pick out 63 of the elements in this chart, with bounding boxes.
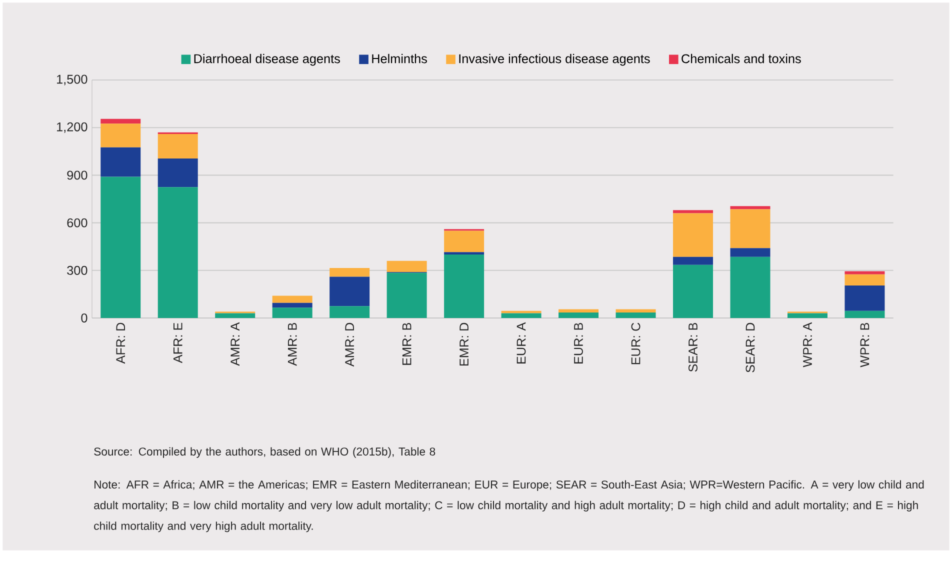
bar [330, 306, 370, 318]
x-tick-label: AFR: E [174, 322, 182, 364]
bar [215, 313, 256, 318]
bar [673, 210, 714, 214]
bar [730, 256, 770, 318]
x-tick-label: SEAR: B [688, 322, 698, 372]
bar [844, 285, 885, 311]
bar [330, 276, 370, 306]
x-tick-label: EUR: A [516, 322, 526, 364]
y-tick-label: 0 [81, 314, 88, 322]
bar [272, 296, 312, 303]
bar [444, 230, 484, 252]
source-note: Source: Compiled by the authors, based on WHO (2015b), Table 8 [94, 447, 436, 458]
legend-label: Chemicals and toxins [682, 54, 801, 64]
y-tick-label: 300 [67, 266, 88, 275]
bar [673, 213, 714, 257]
bar [730, 248, 770, 257]
bar [501, 313, 542, 318]
legend-label: Diarrhoeal disease agents [194, 54, 340, 66]
bar [386, 272, 427, 318]
bar [444, 252, 484, 255]
bar [272, 308, 312, 318]
x-tick-label: AMR: A [230, 322, 240, 366]
y-tick-label: 1,500 [57, 74, 88, 86]
x-tick-label: EMR: D [460, 322, 468, 366]
x-tick-label: WPR: B [860, 322, 870, 368]
bar [673, 264, 714, 318]
x-tick-label: AFR: D [116, 322, 125, 364]
y-tick-label: 900 [67, 170, 88, 180]
bar [100, 147, 141, 177]
x-tick-label: WPR: A [803, 322, 812, 368]
bar [616, 312, 656, 318]
bar [444, 254, 484, 318]
legend-label: Helminths [372, 54, 427, 64]
bar [558, 309, 599, 312]
bar [844, 310, 885, 318]
bar [787, 313, 828, 318]
bar [730, 206, 770, 210]
bar [844, 274, 885, 286]
legend-label: Invasive infectious disease agents [459, 54, 650, 66]
bar [100, 118, 141, 124]
bar [616, 309, 656, 312]
bar [730, 209, 770, 248]
y-tick-label: 1,200 [57, 122, 88, 133]
x-tick-label: SEAR: D [746, 322, 755, 372]
bar [386, 260, 427, 272]
x-tick-label: EMR: B [402, 322, 412, 365]
bar [330, 268, 370, 277]
bar [158, 134, 198, 159]
y-tick-label: 600 [67, 218, 88, 228]
bar [844, 271, 885, 274]
x-tick-label: EUR: B [574, 322, 583, 364]
bar [100, 124, 141, 148]
x-tick-label: EUR: C [631, 322, 640, 364]
bar [558, 312, 599, 318]
bar [158, 187, 198, 318]
x-tick-label: AMR: D [345, 322, 354, 367]
text: Note: AFR = Africa; AMR = the Americas; EMR = Eastern Mediterranean; EUR = Europe; SEAR = South-East Asia; WPR=Western Pacific. A = very low child and adult mortality; B = low child mortality and very low adult mortality; C = low child mortality and high adult mortality; D = high child and adult mortality; and E = high child mortality and very high adult mortality. [94, 480, 924, 532]
bar [100, 176, 141, 318]
bar [673, 256, 714, 265]
x-tick-label: AMR: B [288, 322, 297, 366]
bar [158, 158, 198, 188]
bar [272, 302, 312, 308]
